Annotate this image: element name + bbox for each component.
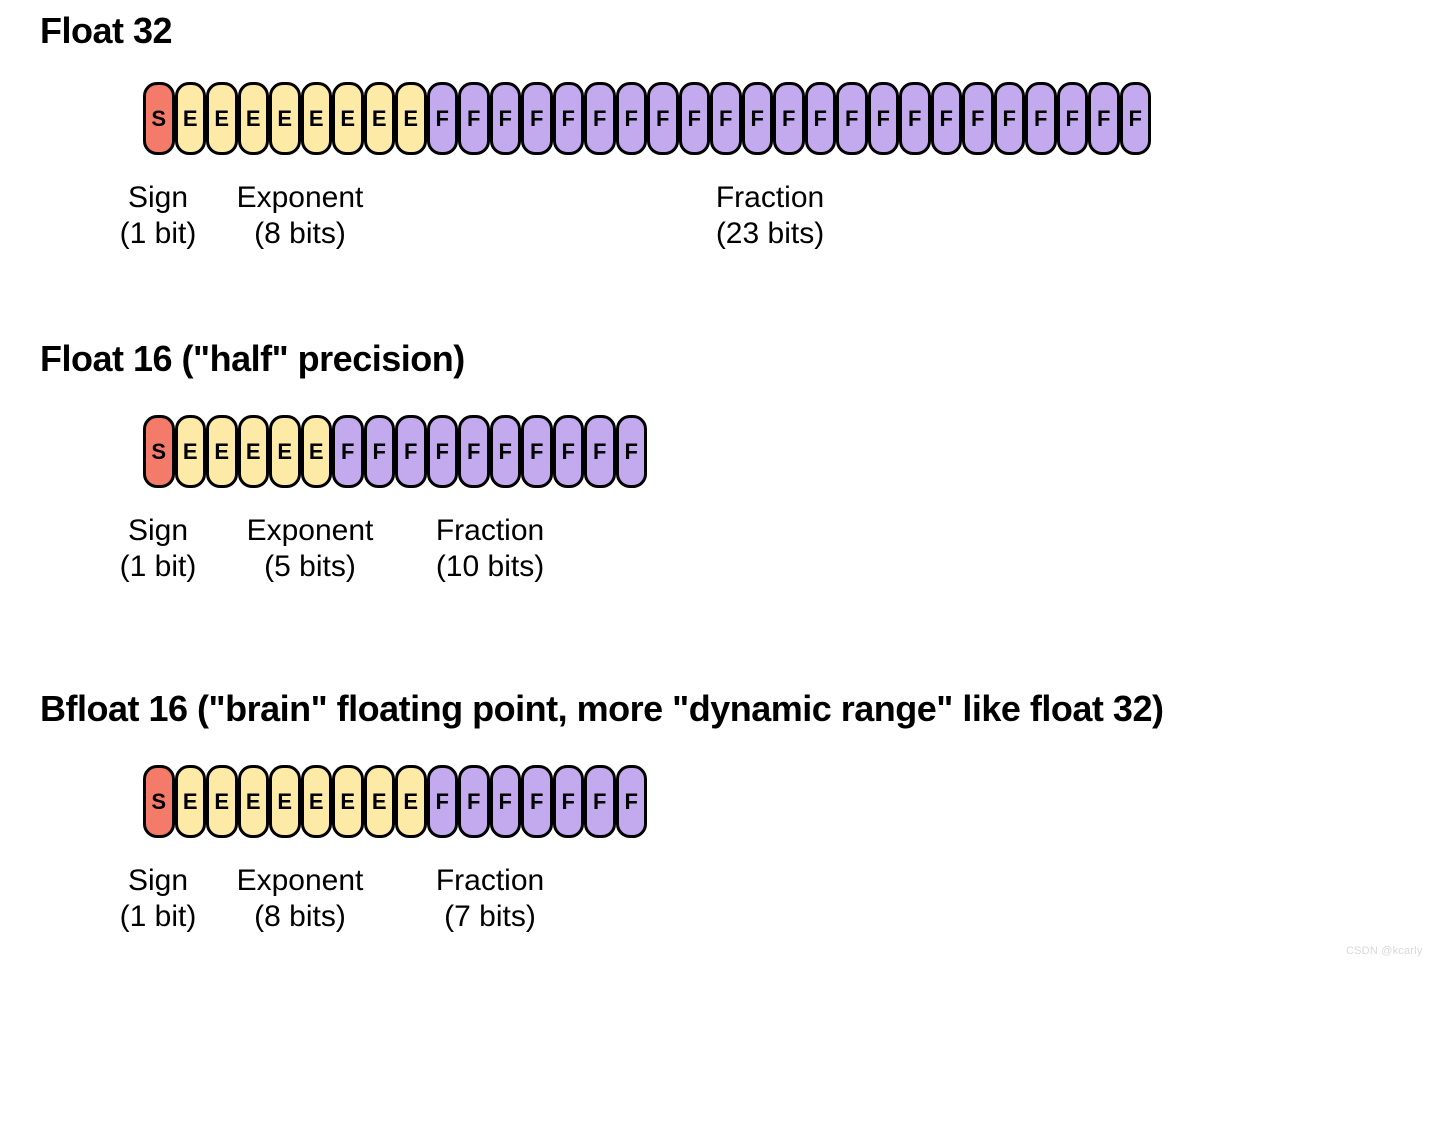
float16-bit-fraction: F (553, 415, 585, 488)
bfloat16-bit-exponent: E (332, 765, 364, 838)
float32-bit-fraction: F (962, 82, 994, 155)
float16-bit-fraction: F (364, 415, 396, 488)
bfloat16-label-fraction: Fraction(7 bits) (436, 863, 544, 935)
bfloat16-bit-exponent: E (269, 765, 301, 838)
bfloat16-bit-exponent: E (238, 765, 270, 838)
bfloat16-bit-fraction: F (458, 765, 490, 838)
label-name: Sign (120, 513, 197, 549)
label-bits: (8 bits) (237, 216, 364, 252)
float32-bit-fraction: F (1057, 82, 1089, 155)
label-name: Exponent (247, 513, 374, 549)
float32-bit-fraction: F (584, 82, 616, 155)
label-bits: (5 bits) (247, 549, 374, 585)
float32-title: Float 32 (40, 10, 172, 52)
float32-bit-fraction: F (647, 82, 679, 155)
bfloat16-title: Bfloat 16 ("brain" floating point, more … (40, 688, 1163, 730)
float32-bit-exponent: E (395, 82, 427, 155)
bfloat16-bit-fraction: F (553, 765, 585, 838)
float16-bit-fraction: F (332, 415, 364, 488)
float32-bit-exponent: E (175, 82, 207, 155)
label-bits: (1 bit) (120, 899, 197, 935)
float32-bit-fraction: F (490, 82, 522, 155)
float16-label-sign: Sign(1 bit) (120, 513, 197, 585)
float16-bit-sign: S (143, 415, 175, 488)
float16-bit-exponent: E (238, 415, 270, 488)
float32-bit-exponent: E (269, 82, 301, 155)
bfloat16-bit-fraction: F (521, 765, 553, 838)
bfloat16-bit-exponent: E (175, 765, 207, 838)
float32-bit-row: SEEEEEEEEFFFFFFFFFFFFFFFFFFFFFFF (143, 82, 1151, 155)
float16-bit-exponent: E (175, 415, 207, 488)
float16-label-fraction: Fraction(10 bits) (436, 513, 544, 585)
float32-bit-fraction: F (553, 82, 585, 155)
label-name: Sign (120, 180, 197, 216)
float16-bit-fraction: F (490, 415, 522, 488)
float32-bit-fraction: F (805, 82, 837, 155)
float32-label-exponent: Exponent(8 bits) (237, 180, 364, 252)
bfloat16-label-exponent: Exponent(8 bits) (237, 863, 364, 935)
float32-bit-fraction: F (521, 82, 553, 155)
bfloat16-label-sign: Sign(1 bit) (120, 863, 197, 935)
float16-bit-exponent: E (301, 415, 333, 488)
float32-bit-fraction: F (773, 82, 805, 155)
float32-bit-fraction: F (427, 82, 459, 155)
bfloat16-bit-fraction: F (616, 765, 648, 838)
float16-bit-fraction: F (427, 415, 459, 488)
bfloat16-bit-fraction: F (427, 765, 459, 838)
bfloat16-bit-fraction: F (584, 765, 616, 838)
label-bits: (10 bits) (436, 549, 544, 585)
float32-label-fraction: Fraction(23 bits) (716, 180, 824, 252)
float32-bit-exponent: E (364, 82, 396, 155)
float32-bit-fraction: F (931, 82, 963, 155)
float32-label-sign: Sign(1 bit) (120, 180, 197, 252)
float16-bit-fraction: F (458, 415, 490, 488)
float32-bit-fraction: F (899, 82, 931, 155)
label-name: Exponent (237, 180, 364, 216)
float16-bit-fraction: F (521, 415, 553, 488)
float32-bit-fraction: F (1120, 82, 1152, 155)
float32-bit-fraction: F (836, 82, 868, 155)
bfloat16-bit-exponent: E (301, 765, 333, 838)
bfloat16-bit-row: SEEEEEEEEFFFFFFF (143, 765, 647, 838)
float16-bit-fraction: F (616, 415, 648, 488)
float32-bit-fraction: F (1025, 82, 1057, 155)
float32-bit-exponent: E (206, 82, 238, 155)
label-name: Fraction (436, 863, 544, 899)
watermark-text: CSDN @kcarly (1346, 945, 1423, 957)
float32-bit-fraction: F (679, 82, 711, 155)
float32-bit-fraction: F (616, 82, 648, 155)
label-bits: (8 bits) (237, 899, 364, 935)
float16-bit-row: SEEEEEFFFFFFFFFF (143, 415, 647, 488)
float32-bit-sign: S (143, 82, 175, 155)
bfloat16-bit-exponent: E (395, 765, 427, 838)
float32-bit-exponent: E (301, 82, 333, 155)
float32-bit-exponent: E (332, 82, 364, 155)
float32-bit-fraction: F (742, 82, 774, 155)
label-name: Fraction (716, 180, 824, 216)
bfloat16-bit-sign: S (143, 765, 175, 838)
bfloat16-bit-fraction: F (490, 765, 522, 838)
float32-bit-fraction: F (1088, 82, 1120, 155)
float16-bit-exponent: E (206, 415, 238, 488)
label-bits: (7 bits) (436, 899, 544, 935)
label-name: Fraction (436, 513, 544, 549)
bfloat16-bit-exponent: E (364, 765, 396, 838)
float16-label-exponent: Exponent(5 bits) (247, 513, 374, 585)
label-bits: (1 bit) (120, 216, 197, 252)
float16-bit-fraction: F (584, 415, 616, 488)
label-bits: (23 bits) (716, 216, 824, 252)
diagram-canvas: Float 32SEEEEEEEEFFFFFFFFFFFFFFFFFFFFFFF… (0, 0, 1456, 1131)
float16-bit-fraction: F (395, 415, 427, 488)
float32-bit-fraction: F (868, 82, 900, 155)
float32-bit-fraction: F (994, 82, 1026, 155)
float16-title: Float 16 ("half" precision) (40, 338, 465, 380)
float32-bit-fraction: F (458, 82, 490, 155)
label-bits: (1 bit) (120, 549, 197, 585)
bfloat16-bit-exponent: E (206, 765, 238, 838)
label-name: Sign (120, 863, 197, 899)
float32-bit-fraction: F (710, 82, 742, 155)
label-name: Exponent (237, 863, 364, 899)
float32-bit-exponent: E (238, 82, 270, 155)
float16-bit-exponent: E (269, 415, 301, 488)
